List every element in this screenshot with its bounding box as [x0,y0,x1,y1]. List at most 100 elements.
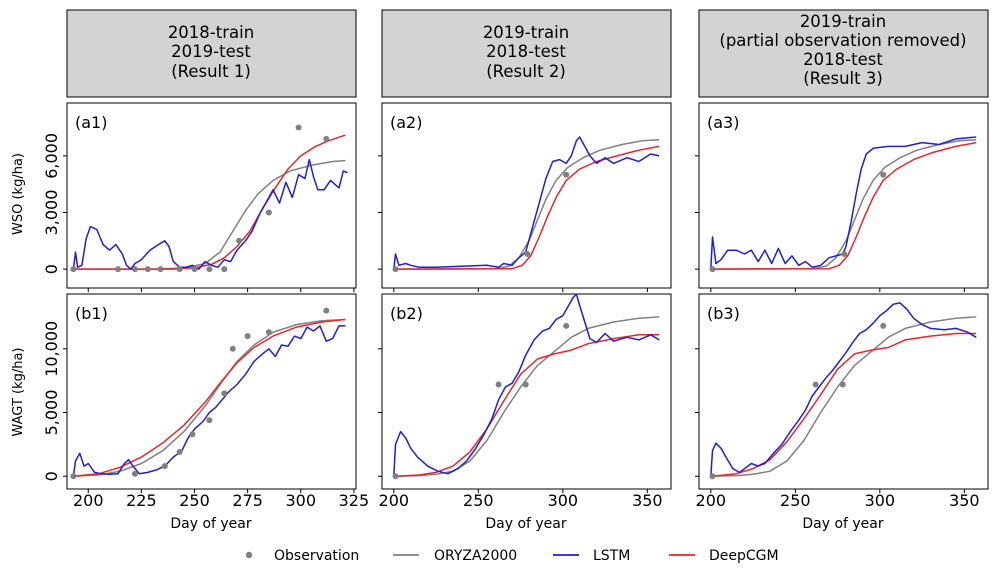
observation-point [495,381,502,388]
observation-point [236,237,243,244]
series-oryza2000-line [73,318,346,478]
observation-point [839,381,846,388]
column-header-1-line: (Result 1) [171,62,251,81]
legend-label: ORYZA2000 [434,548,517,564]
column-header-3-line: 2018-test [803,50,883,69]
observation-point [392,473,399,480]
column-header-1-line: 2018-train [168,23,254,42]
panel-plot-area [393,136,660,270]
y-axis-label-wagt: WAGT (kg/ha) [11,347,26,436]
x-tick-label: 250 [463,491,494,510]
series-deepcgm-line [712,141,977,270]
panel-plot-area [710,302,977,478]
column-header-3-line: (Result 3) [803,69,883,88]
x-tick-label: 200 [73,491,104,510]
panel-frame [698,293,989,490]
observation-point [161,463,168,470]
y-tick-label: 3,000 [42,190,61,236]
observation-point [176,266,183,273]
observation-point [880,322,887,329]
legend-observation-marker [245,551,253,559]
y-tick-label: 0 [42,264,61,274]
observation-point [189,431,196,438]
panel-frame [381,102,672,289]
panel-plot-area [72,134,348,270]
column-header-2-box [381,9,672,98]
column-header-3-line: (partial observation removed) [719,31,966,50]
y-tick-label: 0 [42,471,61,481]
observation-point [176,449,183,455]
x-tick-label: 325 [339,491,370,510]
x-tick-label: 350 [632,491,663,510]
series-oryza2000-line [395,316,660,478]
observation-point [524,251,531,257]
legend-label: LSTM [593,548,630,564]
observation-point [70,473,77,480]
observation-point [295,124,302,131]
observation-point [157,266,164,273]
panel-a3: (a3) [695,102,989,292]
column-header-2-line: 2018-test [486,42,566,61]
x-tick-label: 225 [126,491,157,510]
panel-b3: (b3) 200 250 300 350 [695,293,989,510]
y-axis-label-wso: WSO (kg/ha) [11,153,26,235]
panel-tag: (a3) [707,113,739,132]
observation-point [244,333,251,340]
observation-point [392,266,399,273]
series-lstm-line [393,136,660,270]
observation-point [709,473,716,480]
column-header-1-box [66,9,357,98]
observation-point [841,251,848,257]
column-headers: 2018-train 2019-test (Result 1) 2019-tra… [66,9,989,98]
column-header-3-line: 2019-train [800,12,886,31]
panel-b2: (b2) 200 250 300 350 [378,293,672,510]
series-deepcgm-line [73,134,346,270]
series-deepcgm-line [395,334,660,478]
x-axis-label: Day of year [485,516,567,532]
panel-a2: (a2) [378,102,672,292]
series-oryza2000-line [712,139,977,270]
x-axis-label: Day of year [170,516,252,532]
x-tick-label: 250 [780,491,811,510]
observation-point [70,266,77,273]
x-tick-label: 300 [865,491,896,510]
column-header-2-line: (Result 2) [486,62,566,81]
series-lstm-line [72,158,348,270]
y-tick-label: 5,000 [42,390,61,436]
panel-frame [381,293,672,490]
observation-point [812,381,819,388]
x-tick-label: 250 [179,491,210,510]
series-lstm-line [393,293,660,477]
panel-frame [698,102,989,289]
observation-point [323,135,330,142]
observation-point [522,381,529,388]
observation-point [563,322,570,329]
panel-tag: (a1) [75,113,107,132]
legend: Observation ORYZA2000 LSTM DeepCGM [245,548,779,564]
panel-a1: (a1) 0 3,000 6,000 [42,102,357,292]
x-tick-label: 300 [548,491,579,510]
series-lstm-line [72,325,346,477]
panel-tag: (b1) [75,304,108,323]
series-lstm-line [710,136,977,270]
panel-tag: (b3) [707,304,740,323]
observation-point [132,266,138,273]
observation-point [206,417,213,424]
x-tick-label: 200 [696,491,727,510]
panel-plot-area [710,136,977,270]
y-tick-label: 10,000 [42,321,61,377]
observation-point [132,470,138,477]
observation-point [115,266,121,273]
observation-point [144,266,151,273]
observation-point [191,266,198,273]
panel-tag: (b2) [390,304,423,323]
panels: (a1) 0 3,000 6,000 (a2) (a3) (b1) 0 5,000 10,000 2… [42,102,989,510]
observation-point [880,171,887,178]
x-tick-label: 300 [285,491,316,510]
panel-tag: (a2) [390,113,422,132]
panel-frame [66,293,357,490]
observation-point [709,266,716,273]
x-tick-label: 275 [232,491,263,510]
observation-point [563,171,570,178]
column-header-2-line: 2019-train [483,23,569,42]
